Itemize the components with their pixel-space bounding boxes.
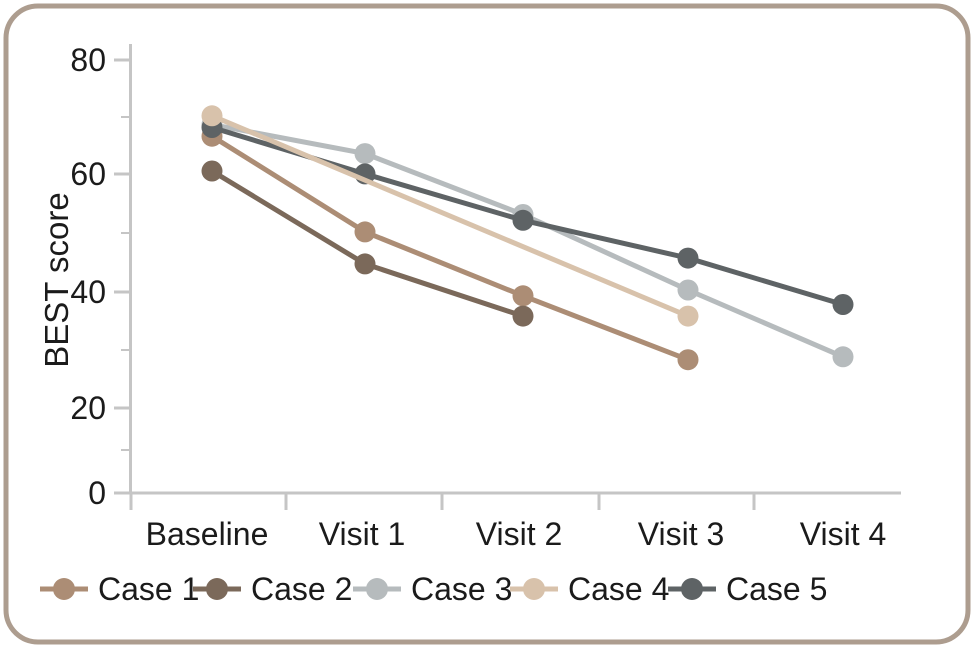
y-tick-label: 40 bbox=[70, 274, 106, 310]
axes bbox=[114, 44, 901, 510]
x-category-label: Visit 4 bbox=[800, 516, 887, 552]
legend-marker-case-1 bbox=[53, 578, 75, 600]
data-point-case-3 bbox=[354, 143, 376, 165]
legend-label-case-4: Case 4 bbox=[568, 571, 669, 607]
legend-marker-case-4 bbox=[523, 578, 545, 600]
legend-item-case-3: Case 3 bbox=[353, 571, 512, 607]
legend-item-case-5: Case 5 bbox=[668, 571, 827, 607]
legend-label-case-5: Case 5 bbox=[726, 571, 827, 607]
data-point-case-1 bbox=[512, 285, 534, 307]
y-tick-label: 20 bbox=[70, 390, 106, 426]
data-point-case-3 bbox=[677, 279, 699, 301]
data-point-case-4 bbox=[201, 105, 223, 127]
legend-label-case-1: Case 1 bbox=[98, 571, 199, 607]
data-point-case-5 bbox=[832, 294, 854, 315]
data-point-case-1 bbox=[677, 349, 699, 371]
legend: Case 1 Case 2 Case 3 Case 4 Case 5 bbox=[40, 571, 827, 607]
data-point-case-4 bbox=[677, 305, 699, 327]
x-category-label: Visit 2 bbox=[476, 516, 563, 552]
data-point-case-2 bbox=[201, 160, 223, 182]
data-point-case-5 bbox=[512, 209, 534, 231]
data-point-case-3 bbox=[832, 346, 854, 368]
y-axis-labels: 80 60 40 20 0 bbox=[70, 42, 106, 511]
series-line-case-2 bbox=[210, 168, 524, 319]
series-layer bbox=[201, 105, 854, 371]
series-line-case-4 bbox=[211, 113, 689, 319]
x-category-label: Visit 1 bbox=[319, 516, 406, 552]
legend-item-case-1: Case 1 bbox=[40, 571, 199, 607]
y-axis-title: BEST score bbox=[38, 192, 75, 367]
y-tick-label: 0 bbox=[88, 475, 106, 511]
data-point-case-5 bbox=[677, 247, 699, 269]
y-tick-label: 80 bbox=[70, 42, 106, 78]
card-border bbox=[3, 3, 971, 645]
legend-marker-case-3 bbox=[366, 578, 388, 600]
series-line-case-1 bbox=[210, 134, 689, 363]
legend-item-case-2: Case 2 bbox=[193, 571, 352, 607]
legend-item-case-4: Case 4 bbox=[510, 571, 669, 607]
x-category-label: Visit 3 bbox=[638, 516, 725, 552]
legend-marker-case-5 bbox=[681, 578, 703, 600]
data-point-case-2 bbox=[512, 305, 534, 327]
x-axis-labels: Baseline Visit 1 Visit 2 Visit 3 Visit 4 bbox=[146, 516, 887, 552]
data-point-case-1 bbox=[354, 221, 376, 243]
legend-label-case-3: Case 3 bbox=[411, 571, 512, 607]
x-category-label: Baseline bbox=[146, 516, 269, 552]
y-tick-label: 60 bbox=[70, 156, 106, 192]
legend-label-case-2: Case 2 bbox=[251, 571, 352, 607]
legend-marker-case-2 bbox=[206, 578, 228, 600]
data-point-case-2 bbox=[354, 253, 376, 275]
